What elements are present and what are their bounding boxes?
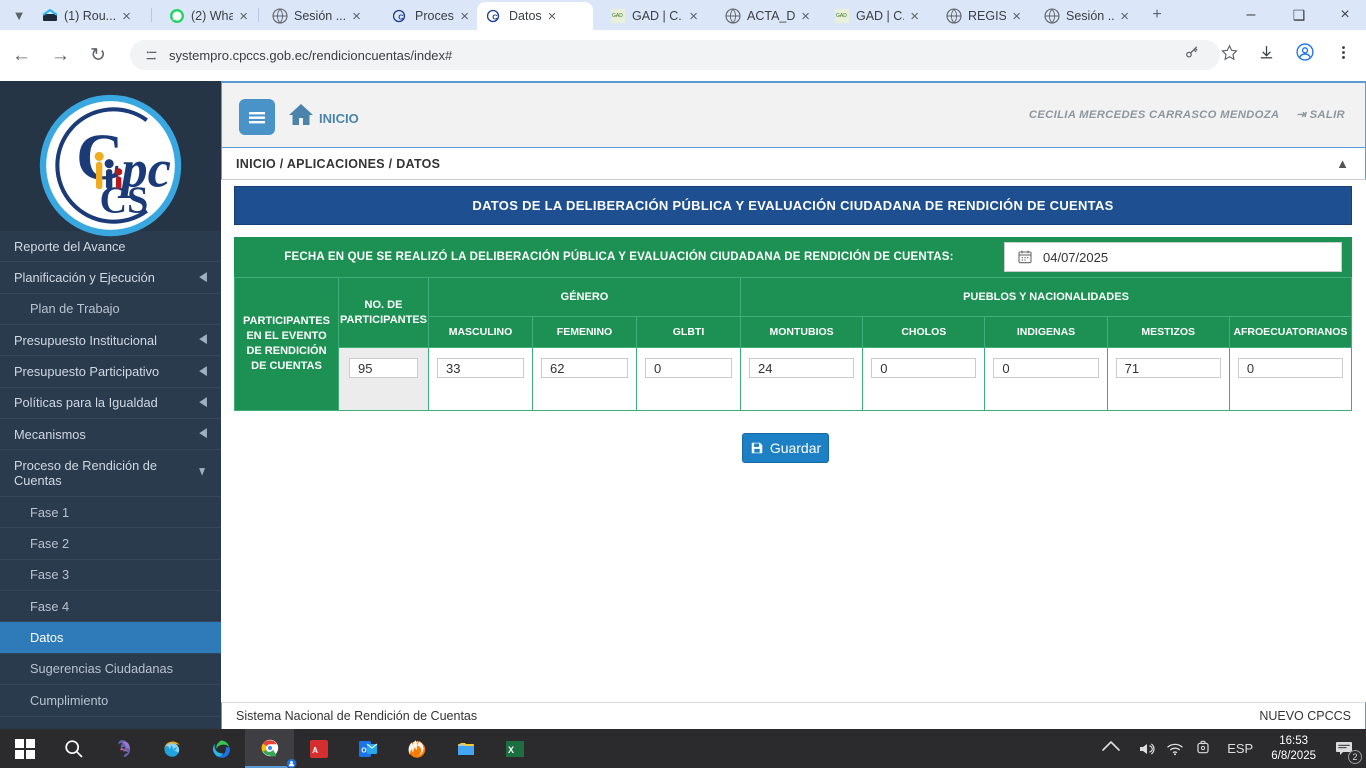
svg-text:C: C (492, 13, 498, 22)
svg-text:GAD: GAD (612, 13, 623, 19)
svg-text:A: A (312, 746, 318, 755)
svg-text:GAD: GAD (836, 13, 847, 19)
svg-text:O: O (361, 747, 367, 754)
svg-text:X: X (508, 745, 514, 755)
svg-text:C: C (398, 13, 404, 22)
